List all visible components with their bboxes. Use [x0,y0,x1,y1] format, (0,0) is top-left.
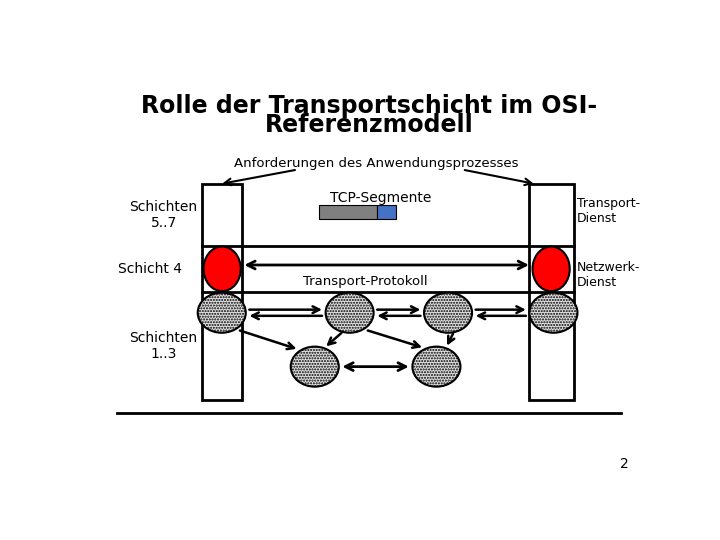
Ellipse shape [533,247,570,291]
Text: Schichten
5..7: Schichten 5..7 [130,200,198,230]
Bar [319,205,377,219]
Text: Referenzmodell: Referenzmodell [265,113,473,137]
Text: 2: 2 [620,457,629,471]
Ellipse shape [198,293,246,333]
Text: TCP-Segmente: TCP-Segmente [330,191,431,205]
Ellipse shape [291,347,339,387]
Text: Rolle der Transportschicht im OSI-: Rolle der Transportschicht im OSI- [141,93,597,118]
Bar [377,205,396,219]
Bar [202,184,242,400]
Bar [528,184,574,400]
Text: Anforderungen des Anwendungsprozesses: Anforderungen des Anwendungsprozesses [235,157,519,170]
Text: Schicht 4: Schicht 4 [119,262,182,276]
Text: Schichten
1..3: Schichten 1..3 [130,330,198,361]
Text: Netzwerk-
Dienst: Netzwerk- Dienst [577,261,640,289]
Ellipse shape [325,293,374,333]
Ellipse shape [424,293,472,333]
Text: Transport-
Dienst: Transport- Dienst [577,197,640,225]
Ellipse shape [204,247,240,291]
Ellipse shape [413,347,461,387]
Ellipse shape [529,293,577,333]
Text: Transport-Protokoll: Transport-Protokoll [303,275,428,288]
